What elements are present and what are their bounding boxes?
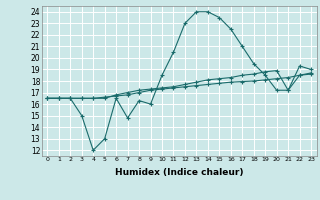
X-axis label: Humidex (Indice chaleur): Humidex (Indice chaleur): [115, 168, 244, 177]
